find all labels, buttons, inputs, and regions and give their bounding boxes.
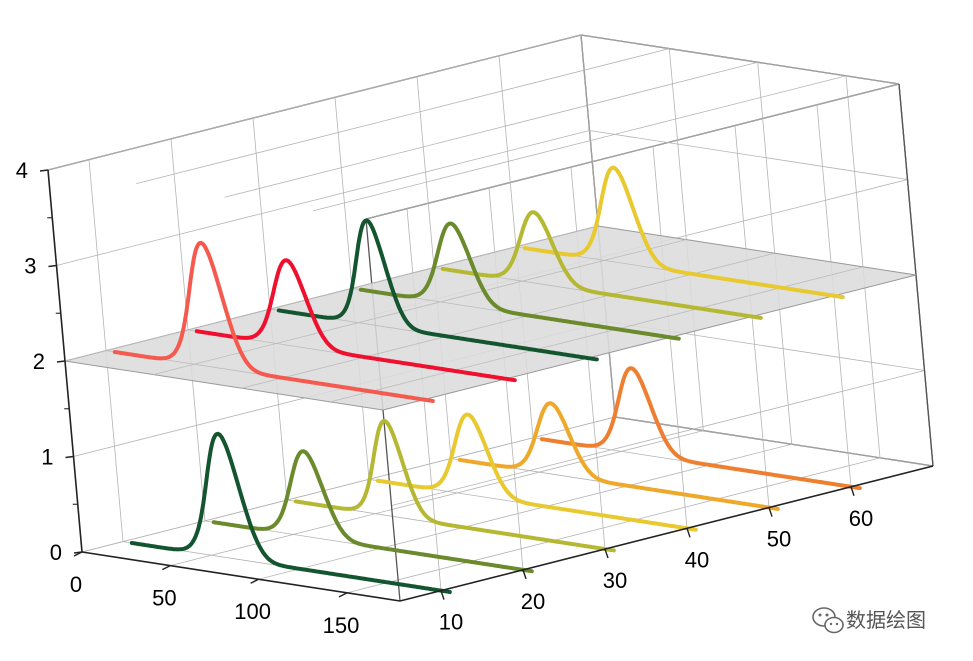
z-tick-label: 3 <box>24 254 36 279</box>
gridline-x-top <box>47 34 582 171</box>
y-tick-mark <box>768 507 773 517</box>
axes <box>47 169 934 602</box>
series-line-lower-60 <box>539 366 862 491</box>
series-line-upper-10 <box>112 240 435 403</box>
gridline-x-top <box>136 48 670 184</box>
z-tick-mark <box>65 455 74 459</box>
x-tick-label: 150 <box>323 613 360 638</box>
z-tick-mark <box>48 264 57 268</box>
x-axis-ticks: 0 50 100 150 <box>70 551 360 638</box>
series-line-upper-50 <box>440 210 763 320</box>
y-tick-label: 30 <box>603 568 627 593</box>
series-line-upper-60 <box>522 165 845 300</box>
series-line-lower-40 <box>375 412 698 532</box>
y-tick-label: 10 <box>439 610 463 635</box>
y-tick-label: 40 <box>685 547 709 572</box>
y-tick-label: 20 <box>521 589 545 614</box>
z-tick-mark <box>39 169 49 172</box>
gridline-x-floor <box>346 457 881 594</box>
series-line-upper-20 <box>194 258 517 383</box>
gridline-x-top <box>224 61 758 198</box>
x-tick-label: 0 <box>70 572 82 597</box>
gridline-z-side <box>614 416 934 467</box>
y-tick-label: 50 <box>767 527 791 552</box>
gridline-z-side <box>589 130 908 180</box>
gridline-z-back <box>391 370 925 506</box>
x-tick-mark <box>162 564 171 571</box>
y-axis-line <box>399 465 934 602</box>
z-axis-ticks: 0 1 2 3 4 <box>16 158 83 565</box>
z-tick-label: 1 <box>41 445 53 470</box>
wechat-icon <box>812 607 844 634</box>
z-tick-label: 2 <box>33 349 45 374</box>
gridline-x-floor <box>258 443 792 580</box>
series-group-upper <box>112 165 845 403</box>
z-tick-mark <box>56 360 66 363</box>
y-axis-ticks: 10 20 30 40 50 60 <box>439 486 873 635</box>
watermark: 数据绘图 <box>812 607 926 634</box>
y-tick-mark <box>604 548 609 559</box>
z-tick-label: 0 <box>50 540 62 565</box>
gridline-z-side <box>580 34 900 85</box>
series-line-upper-40 <box>358 221 681 341</box>
plane-gridline <box>64 225 599 362</box>
series-line-lower-10 <box>129 431 452 594</box>
plane-gridline <box>241 252 775 389</box>
gridline-z-back <box>365 83 900 220</box>
series-line-lower-30 <box>293 418 616 553</box>
z-tick-mark <box>73 551 83 554</box>
series-line-upper-30 <box>276 218 599 362</box>
series-line-lower-20 <box>211 449 534 574</box>
gridline-x-floor <box>81 416 616 553</box>
x-tick-mark <box>250 578 259 584</box>
x-tick-label: 50 <box>152 586 176 611</box>
x-tick-label: 100 <box>234 599 271 624</box>
y-tick-mark <box>850 486 855 496</box>
y-tick-label: 60 <box>849 506 873 531</box>
y-tick-mark <box>686 528 691 538</box>
y-tick-mark <box>440 590 445 600</box>
z-tick-label: 4 <box>16 158 28 183</box>
y-tick-mark <box>522 569 527 580</box>
series-line-lower-50 <box>457 401 780 511</box>
gridline-x-top <box>312 75 847 212</box>
watermark-text: 数据绘图 <box>846 608 926 632</box>
x-tick-mark <box>338 592 348 598</box>
gridline-z-left <box>56 130 590 266</box>
plane-gridline <box>329 266 864 403</box>
series-group-lower <box>129 366 862 594</box>
